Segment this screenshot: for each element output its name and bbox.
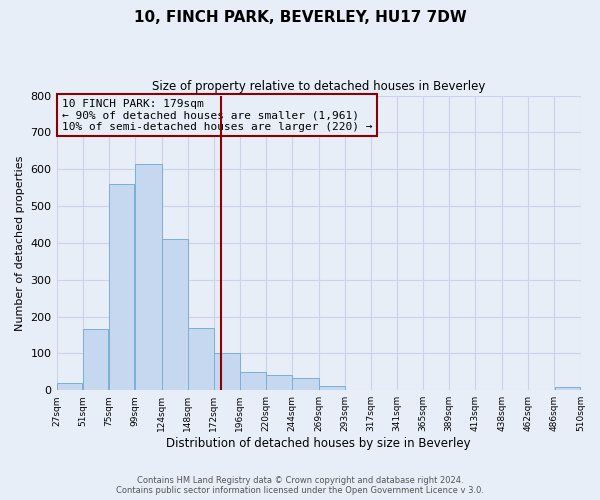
Bar: [83, 330, 109, 390]
Text: 10, FINCH PARK, BEVERLEY, HU17 7DW: 10, FINCH PARK, BEVERLEY, HU17 7DW: [134, 10, 466, 25]
Bar: [109, 184, 134, 390]
Text: Contains HM Land Registry data © Crown copyright and database right 2024.
Contai: Contains HM Land Registry data © Crown c…: [116, 476, 484, 495]
Bar: [319, 386, 345, 390]
Bar: [266, 376, 292, 390]
Bar: [292, 378, 319, 390]
Bar: [57, 383, 82, 390]
Bar: [162, 239, 188, 390]
Text: 10 FINCH PARK: 179sqm
← 90% of detached houses are smaller (1,961)
10% of semi-d: 10 FINCH PARK: 179sqm ← 90% of detached …: [62, 98, 372, 132]
Bar: [188, 328, 214, 390]
Bar: [214, 354, 240, 390]
Bar: [554, 388, 580, 390]
Bar: [240, 372, 266, 390]
Title: Size of property relative to detached houses in Beverley: Size of property relative to detached ho…: [152, 80, 485, 93]
Y-axis label: Number of detached properties: Number of detached properties: [15, 155, 25, 330]
X-axis label: Distribution of detached houses by size in Beverley: Distribution of detached houses by size …: [166, 437, 471, 450]
Bar: [135, 164, 161, 390]
